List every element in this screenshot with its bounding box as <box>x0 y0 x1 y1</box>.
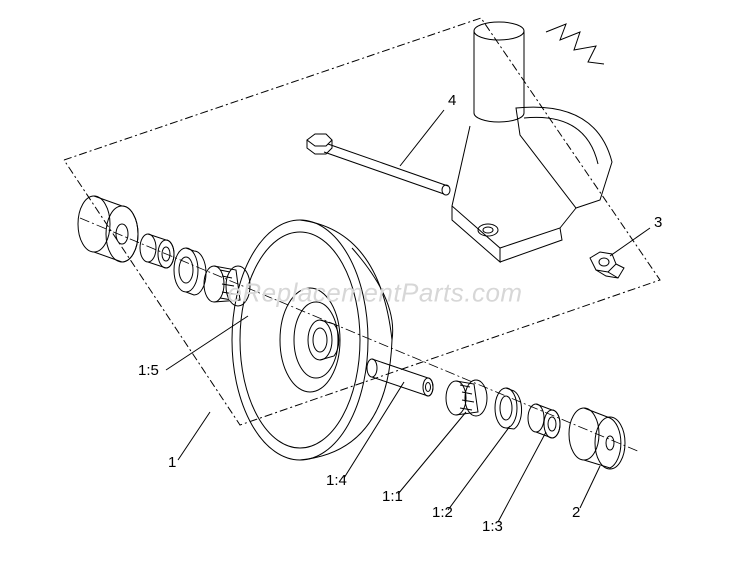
label-2: 2 <box>572 504 580 521</box>
outer-cap-right <box>569 408 625 469</box>
label-4: 4 <box>448 92 456 109</box>
seal-right <box>495 388 522 429</box>
label-3: 3 <box>654 214 662 231</box>
caster-fork <box>452 22 612 262</box>
label-1-4: 1:4 <box>326 472 347 489</box>
label-1-3: 1:3 <box>482 518 503 535</box>
seal-left <box>174 248 206 295</box>
label-1-2: 1:2 <box>432 504 453 521</box>
axle-bolt <box>307 134 450 195</box>
label-1-1: 1:1 <box>382 488 403 505</box>
label-1-5: 1:5 <box>138 362 159 379</box>
label-1: 1 <box>168 454 176 471</box>
outer-cap-left <box>78 196 138 262</box>
axle-nut <box>590 252 624 278</box>
wheel-tire <box>232 220 393 460</box>
diagram-canvas <box>0 0 750 585</box>
bushing-right <box>528 404 560 438</box>
bushing-left <box>140 234 174 268</box>
